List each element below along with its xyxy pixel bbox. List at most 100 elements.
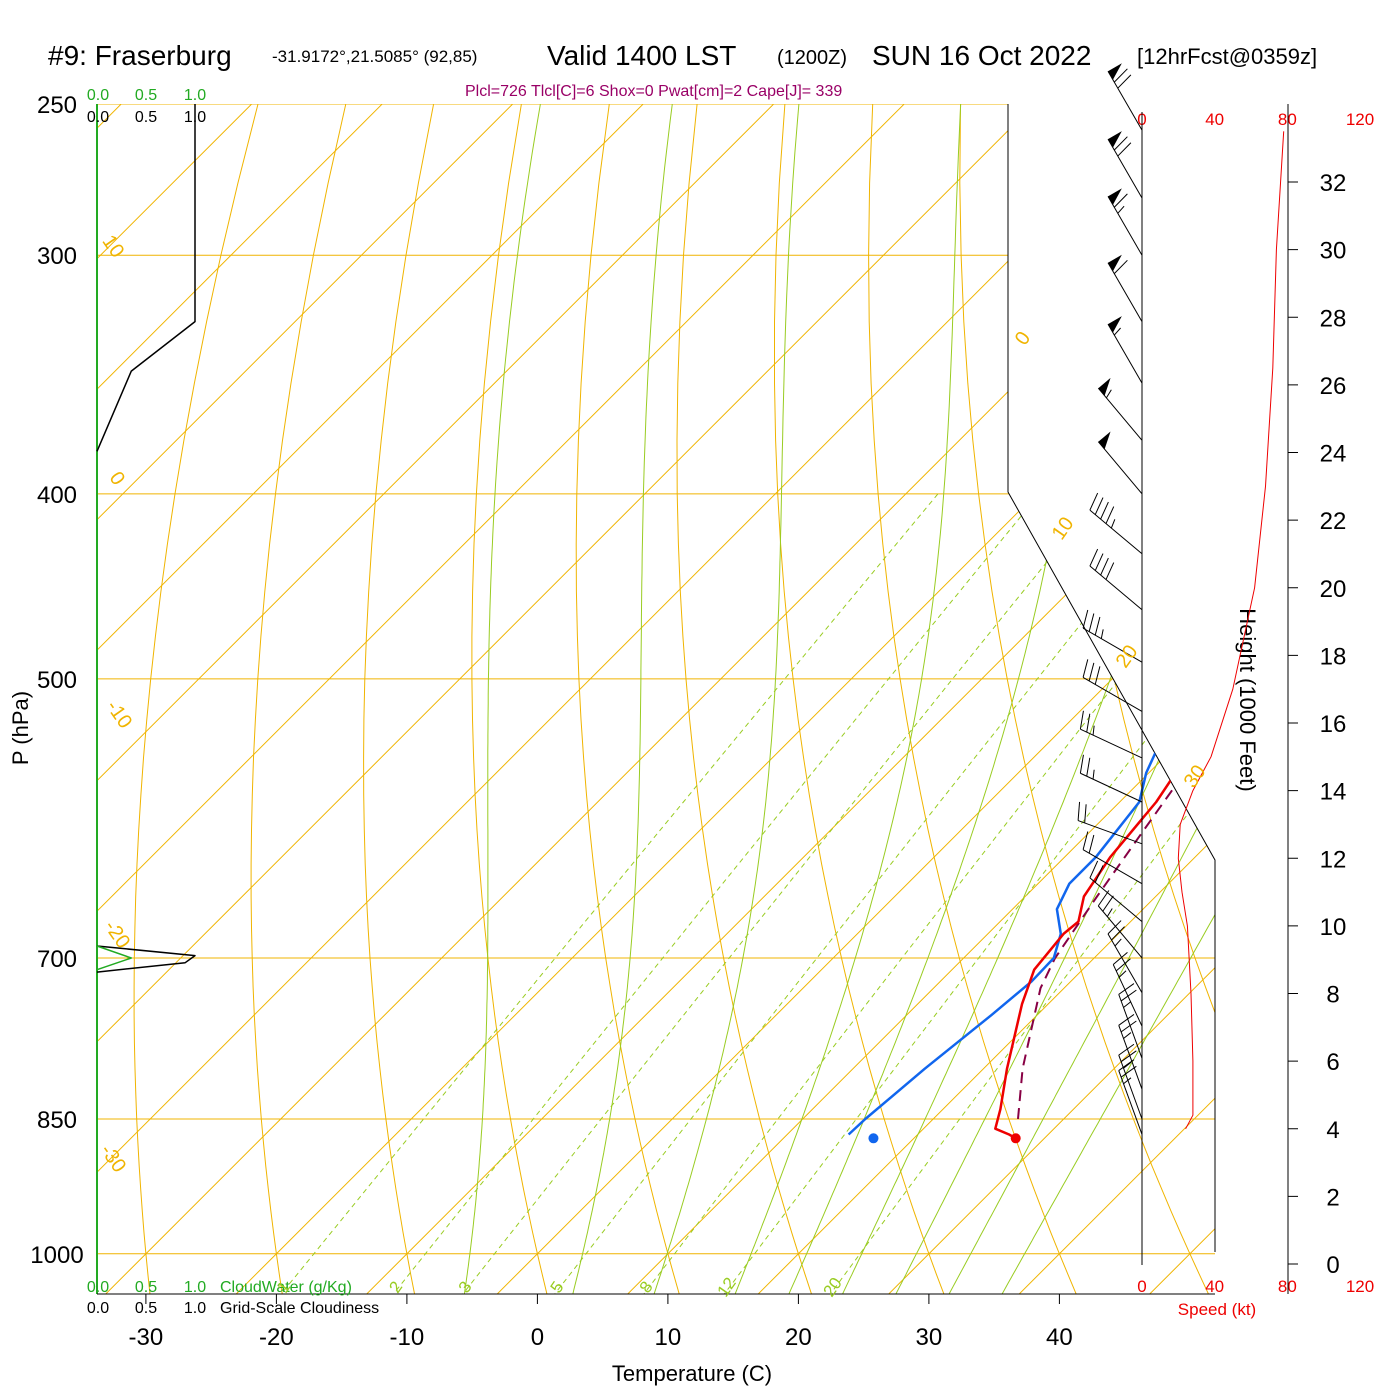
barb-half-flag <box>1105 389 1112 399</box>
moist-adiabat-line <box>562 104 702 1294</box>
dry-adiabat-line <box>1300 0 1400 1333</box>
isotherm-line <box>97 104 438 1294</box>
wind-barb <box>1118 1043 1143 1120</box>
height-tick-label: 6 <box>1326 1049 1339 1076</box>
isotherm-line <box>97 104 1215 1294</box>
barb-flag <box>1089 548 1099 567</box>
barb-flag <box>1120 1065 1137 1078</box>
dry-adiabat-line <box>1382 0 1400 1333</box>
parcel-trace <box>1017 450 1215 1120</box>
isotherm-line <box>97 104 1215 1294</box>
barb-half-flag <box>1092 769 1095 780</box>
barb-flag <box>1079 710 1084 730</box>
barb-flag <box>1097 890 1110 907</box>
wind-barb <box>1079 754 1143 803</box>
moist-adiabat-line <box>640 104 821 1294</box>
valid-time: Valid 1400 LST <box>547 40 737 71</box>
barb-flag <box>1113 193 1128 208</box>
isotherm-line <box>97 104 1090 1294</box>
dry-adiabat-line <box>676 104 826 1294</box>
barb-flag <box>1094 616 1101 636</box>
barb-flag <box>1102 895 1114 912</box>
dry-adiabat-line <box>250 104 395 1294</box>
speed-top-tick: 40 <box>1205 110 1224 129</box>
barb-flag <box>1118 983 1135 995</box>
barb-flag <box>1088 834 1095 854</box>
barb-flag <box>1086 757 1091 777</box>
temperature-tick-label: 30 <box>916 1324 943 1351</box>
cloudwater-bottom-tick: 0.0 <box>87 1279 109 1296</box>
zulu-time: (1200Z) <box>777 47 848 69</box>
barb-staff <box>1097 387 1143 441</box>
mixing-ratio-line <box>524 493 1185 1294</box>
wind-barb <box>1107 131 1143 199</box>
wind-barb <box>1097 377 1143 441</box>
barb-staff <box>1118 1025 1143 1090</box>
speed-axis-title: Speed (kt) <box>1178 1300 1256 1319</box>
height-tick-label: 14 <box>1320 779 1347 806</box>
wind-barb <box>1079 710 1143 759</box>
height-tick-label: 24 <box>1320 441 1347 468</box>
barb-flag <box>1113 68 1128 83</box>
barb-pennant <box>1108 316 1122 333</box>
height-tick-label: 18 <box>1320 643 1347 670</box>
isotherm-line <box>718 104 1215 1294</box>
barb-staff <box>1118 1054 1143 1120</box>
barb-flag <box>1094 497 1104 515</box>
isotherm-line <box>196 104 1215 1294</box>
barb-half-flag <box>1123 1032 1132 1039</box>
pressure-axis-title: P (hPa) <box>8 691 33 765</box>
dry-adiabat-line <box>774 104 960 1294</box>
wind-barb <box>1112 952 1143 1027</box>
height-tick-label: 4 <box>1326 1117 1339 1144</box>
barb-flag <box>1079 754 1084 774</box>
station-coordinates: -31.9172°,21.5085° (92,85) <box>272 47 478 66</box>
cloudiness-bottom-tick: 0.0 <box>87 1300 109 1317</box>
barb-pennant <box>1098 377 1111 396</box>
height-tick-label: 28 <box>1320 305 1347 332</box>
barb-flag <box>1112 952 1128 965</box>
barb-flag <box>1105 506 1115 524</box>
barb-flag <box>1120 1050 1137 1063</box>
temperature-tick-label: 20 <box>785 1324 812 1351</box>
barb-staff <box>1089 877 1143 923</box>
forecast-run: [12hrFcst@0359z] <box>1137 44 1318 69</box>
pressure-tick-label: 250 <box>37 92 77 119</box>
barb-staff <box>1082 627 1143 663</box>
cloudwater-top-tick: 1.0 <box>184 87 206 104</box>
barb-flag <box>1118 1059 1135 1071</box>
mixing-ratio-line <box>613 493 1215 1294</box>
moist-adiabat-line <box>457 104 578 1294</box>
wind-barb <box>1089 492 1143 555</box>
barb-flag <box>1113 259 1128 274</box>
isotherm-label: -10 <box>102 696 137 732</box>
barb-flag <box>1088 662 1095 682</box>
isotherm-label: 0 <box>1011 328 1035 350</box>
surface-temperature-marker <box>1010 1133 1021 1144</box>
cloudwater-profile <box>96 945 133 971</box>
dry-adiabat-line <box>959 104 1215 1294</box>
temperature-trace <box>994 120 1215 1140</box>
isotherm-line <box>588 104 1215 1294</box>
dry-adiabat-line <box>133 104 312 1294</box>
barb-staff <box>1082 676 1143 712</box>
station-title: #9: Fraserburg <box>48 40 232 71</box>
pressure-tick-label: 850 <box>37 1107 77 1134</box>
pressure-tick-label: 700 <box>37 946 77 973</box>
isotherm-line <box>97 104 699 1294</box>
temperature-tick-label: 40 <box>1046 1324 1073 1351</box>
moist-adiabat-line <box>927 104 1215 1294</box>
isotherm-label: 20 <box>1112 641 1143 672</box>
barb-half-flag <box>1118 970 1127 978</box>
height-tick-label: 8 <box>1326 982 1339 1009</box>
dry-adiabat-line <box>1047 104 1215 1294</box>
barb-flag <box>1089 492 1099 511</box>
cloudwater-top-tick: 0.0 <box>87 87 109 104</box>
barb-staff <box>1107 196 1143 256</box>
dry-adiabat-line <box>363 104 477 1294</box>
barb-pennant <box>1108 188 1122 205</box>
height-tick-label: 20 <box>1320 576 1347 603</box>
barb-flag <box>1094 553 1104 571</box>
dry-adiabat-line <box>471 104 559 1294</box>
